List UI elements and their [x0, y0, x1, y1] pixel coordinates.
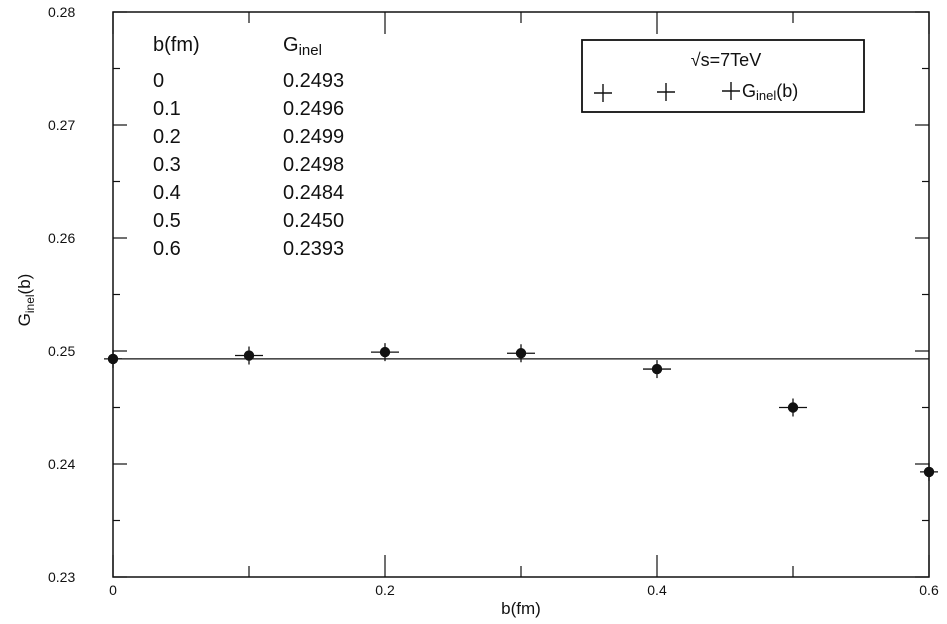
legend-marker-3 [722, 82, 740, 100]
data-point [104, 349, 122, 368]
data-point [507, 344, 535, 363]
table-cell-b: 0 [153, 70, 164, 92]
legend-entry-main: G [742, 81, 756, 101]
x-tick-label: 0 [109, 582, 117, 598]
x-axis-ticks: 0 0.2 0.4 0.6 [109, 12, 939, 598]
y-tick-label: 0.28 [48, 4, 75, 20]
legend-box [581, 39, 865, 113]
y-tick-label: 0.27 [48, 117, 75, 133]
y-axis-title: Ginel(b) [15, 274, 37, 327]
table-cell-g: 0.2450 [283, 210, 344, 232]
table-cell-g: 0.2498 [283, 154, 344, 176]
y-tick-label: 0.25 [48, 343, 75, 359]
table-cell-g: 0.2496 [283, 98, 344, 120]
data-point [779, 398, 807, 417]
table-rows: 0 0.2493 0.1 0.2496 0.2 0.2499 0.3 0.2498 0.4 0.2… [153, 70, 344, 260]
table-cell-b: 0.2 [153, 126, 181, 148]
table-cell-g: 0.2393 [283, 238, 344, 260]
table-cell-b: 0.3 [153, 154, 181, 176]
legend-entry-label: Ginel(b) [742, 81, 798, 103]
table-header-g-main: G [283, 34, 299, 56]
data-point [371, 343, 399, 362]
table-header-g: Ginel [283, 34, 322, 59]
table-cell-b: 0.6 [153, 238, 181, 260]
table-cell-b: 0.1 [153, 98, 181, 120]
y-tick-label: 0.26 [48, 230, 75, 246]
annotation-table: b(fm) Ginel 0 0.2493 0.1 0.2496 0.2 0.2499 0.3… [153, 34, 344, 260]
x-tick-label: 0.6 [919, 582, 939, 598]
y-axis-title-suffix: (b) [15, 274, 34, 295]
table-cell-g: 0.2493 [283, 70, 344, 92]
y-axis-ticks: 0.23 0.24 0.25 0.26 0.27 0.28 [48, 4, 929, 585]
legend: √s=7TeV Ginel(b) [581, 39, 865, 113]
y-tick-label: 0.24 [48, 456, 75, 472]
table-cell-g: 0.2499 [283, 126, 344, 148]
legend-entry-suffix: (b) [776, 81, 798, 101]
y-axis-title-sub: inel [23, 294, 37, 313]
table-cell-b: 0.5 [153, 210, 181, 232]
table-cell-g: 0.2484 [283, 182, 344, 204]
data-point [643, 360, 671, 379]
x-axis-title: b(fm) [501, 599, 541, 618]
x-tick-label: 0.4 [647, 582, 667, 598]
data-points [104, 343, 938, 481]
table-header-g-sub: inel [299, 42, 322, 59]
x-tick-label: 0.2 [375, 582, 395, 598]
legend-entry-sub: inel [756, 88, 776, 103]
data-point [920, 462, 938, 481]
table-header-b: b(fm) [153, 34, 200, 56]
legend-marker-2 [657, 83, 675, 101]
y-tick-label: 0.23 [48, 569, 75, 585]
y-axis-title-main: G [15, 313, 34, 326]
table-cell-b: 0.4 [153, 182, 181, 204]
legend-title: √s=7TeV [691, 50, 761, 70]
legend-marker-1 [594, 84, 612, 102]
data-point [235, 346, 263, 365]
